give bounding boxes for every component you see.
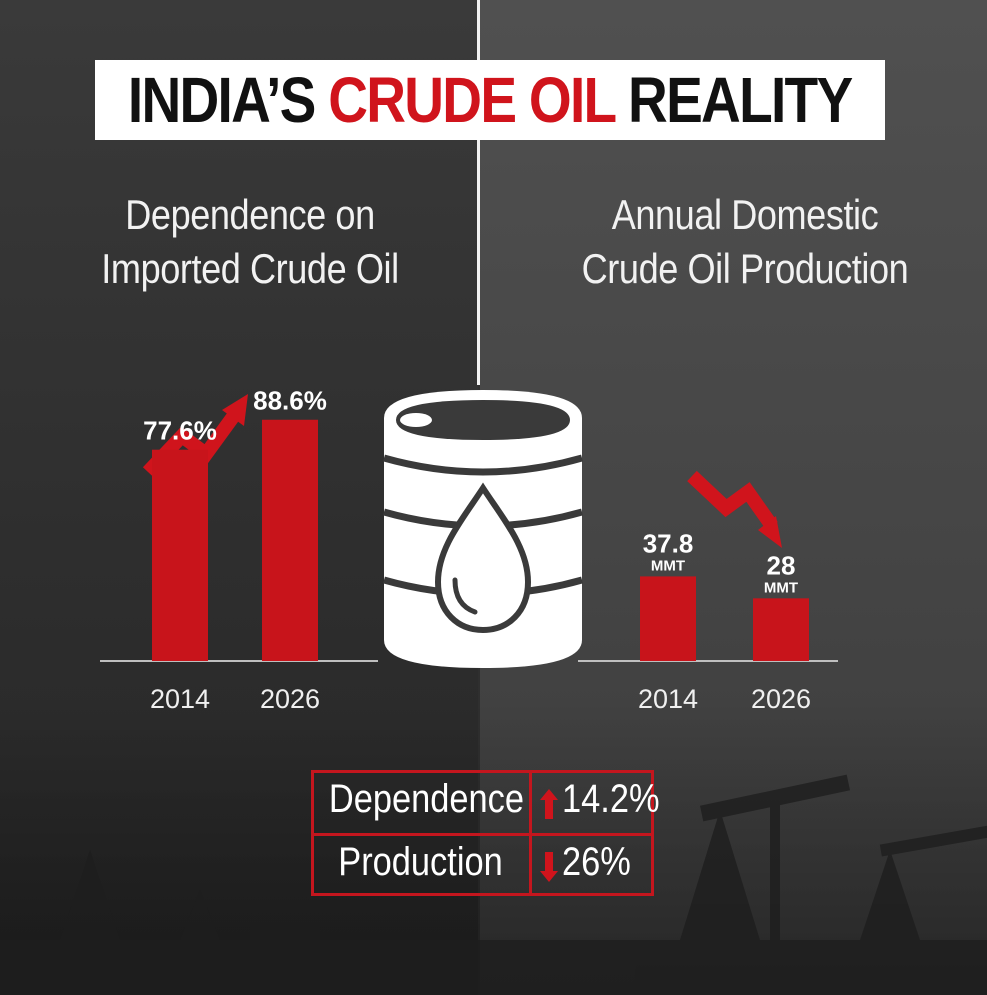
bar [152,449,208,661]
right-chart-title: Annual Domestic Crude Oil Production [560,188,930,296]
up-arrow-icon [540,789,558,819]
summary-value: 14.2% [562,777,660,821]
summary-label: Dependence [328,777,525,821]
title-part-3: REALITY [628,64,853,136]
trend-up-arrow-head [222,394,248,426]
page-title: INDIA’S CRUDE OIL REALITY [128,63,853,137]
x-tick-label: 2014 [150,684,210,714]
trend-down-arrow-icon [687,470,778,531]
left-chart-title-line-2: Imported Crude Oil [101,245,399,292]
down-arrow-icon [540,852,558,882]
data-label: 77.6% [143,416,217,446]
summary-row-production: Production 26% [314,836,651,896]
unit-label: MMT [651,557,685,574]
right-chart-title-line-2: Crude Oil Production [581,245,909,292]
trend-down-arrow-head [758,516,782,548]
panel-divider [477,0,480,385]
x-tick-label: 2026 [751,684,811,714]
bar [753,598,809,661]
data-label: 88.6% [253,386,327,416]
dependence-bar-chart: 77.6% 2014 88.6% 2026 [100,386,378,714]
summary-value: 26% [562,840,631,884]
title-part-1: INDIA’S [128,64,316,136]
x-tick-label: 2014 [638,684,698,714]
summary-divider [529,773,532,893]
summary-row-dependence: Dependence 14.2% [314,773,660,836]
data-label: 28 [767,550,796,580]
left-chart-title: Dependence on Imported Crude Oil [69,188,430,296]
data-label: 37.8 [643,528,694,558]
right-chart-title-line-1: Annual Domestic [611,191,879,238]
title-banner: INDIA’S CRUDE OIL REALITY [95,60,885,140]
title-part-2: CRUDE OIL [328,64,617,136]
summary-label: Production [338,840,503,884]
oilfield-background [0,700,987,995]
unit-label: MMT [764,579,798,596]
summary-table: Dependence 14.2% Production 26% [311,770,660,896]
oil-barrel-icon [383,390,583,668]
bar [262,419,318,661]
oil-drop-icon [434,482,532,634]
x-tick-label: 2026 [260,684,320,714]
left-chart-title-line-1: Dependence on [125,191,375,238]
bar [640,576,696,661]
